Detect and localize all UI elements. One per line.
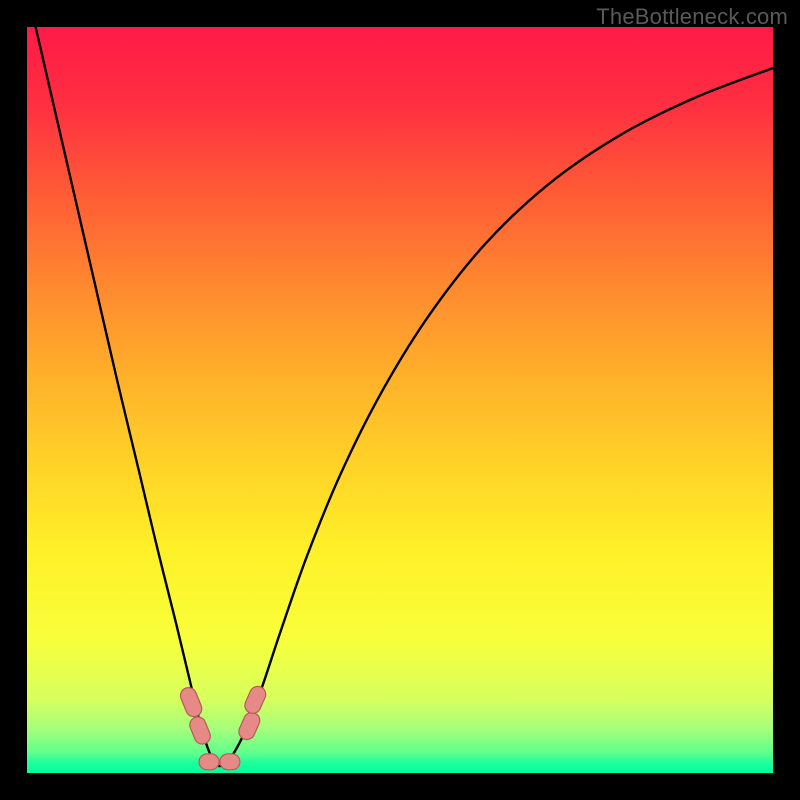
curve-layer	[27, 27, 773, 773]
curve-marker	[236, 710, 262, 742]
plot-area	[27, 27, 773, 773]
curve-marker	[199, 754, 219, 770]
curve-marker	[242, 684, 268, 716]
watermark-text: TheBottleneck.com	[596, 4, 788, 30]
curve-marker	[220, 754, 240, 770]
curve-marker	[178, 685, 204, 719]
curve-marker	[187, 715, 212, 747]
v-curve-path	[27, 27, 773, 766]
marker-group	[178, 684, 268, 770]
